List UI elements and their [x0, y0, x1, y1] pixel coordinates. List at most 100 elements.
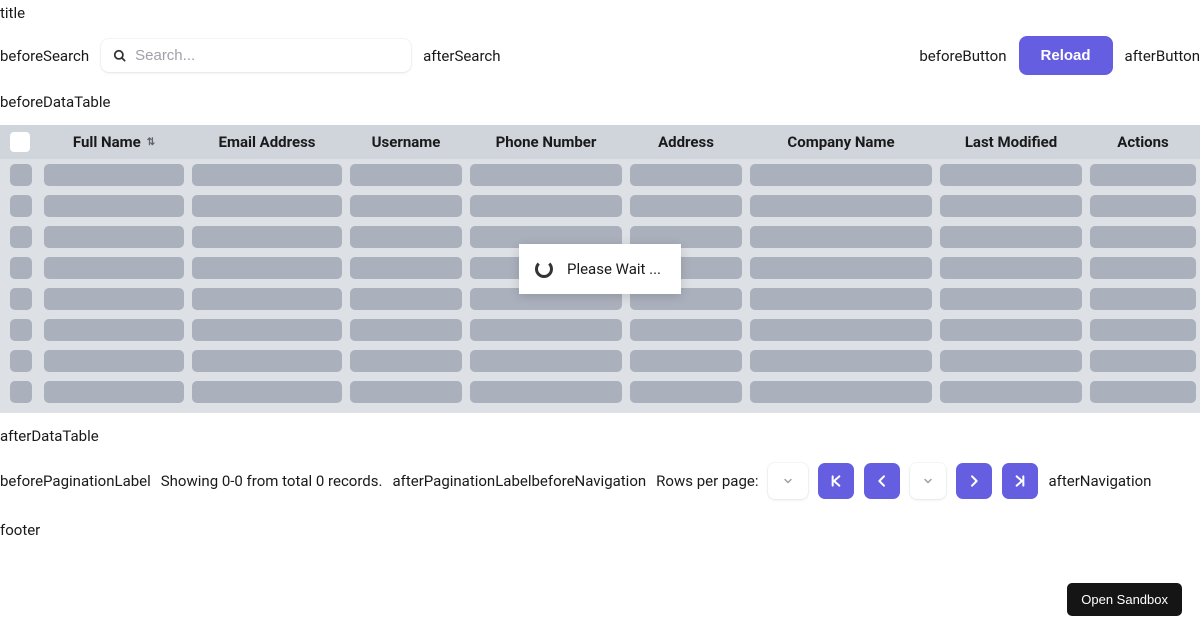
skeleton-cell — [750, 288, 932, 310]
skeleton-cell — [1090, 288, 1196, 310]
skeleton-cell — [940, 195, 1082, 217]
first-page-icon — [828, 473, 844, 489]
pagination-row: beforePaginationLabel Showing 0-0 from t… — [0, 463, 1200, 499]
row-checkbox-skeleton — [10, 288, 32, 310]
skeleton-cell — [350, 195, 462, 217]
skeleton-cell — [350, 226, 462, 248]
skeleton-cell — [44, 195, 184, 217]
pagination-summary: Showing 0-0 from total 0 records. — [161, 472, 383, 490]
select-all-checkbox[interactable] — [9, 131, 31, 153]
data-table: Full Name ⇅ Email Address Username Phone Num… — [0, 125, 1200, 413]
slot-before-pagination-label: beforePaginationLabel — [0, 472, 151, 490]
skeleton-cell — [350, 350, 462, 372]
table-row — [0, 376, 1200, 407]
next-page-button[interactable] — [956, 463, 992, 499]
skeleton-cell — [630, 195, 742, 217]
row-checkbox-skeleton — [10, 319, 32, 341]
column-header: Company Name — [746, 133, 936, 151]
table-row — [0, 159, 1200, 190]
loading-text: Please Wait ... — [567, 260, 661, 278]
row-checkbox-skeleton — [10, 226, 32, 248]
skeleton-cell — [940, 288, 1082, 310]
column-header-label: Actions — [1117, 133, 1169, 151]
column-header: Last Modified — [936, 133, 1086, 151]
skeleton-cell — [44, 319, 184, 341]
rows-per-page-select[interactable] — [768, 463, 808, 499]
first-page-button[interactable] — [818, 463, 854, 499]
slot-after-data-table: afterDataTable — [0, 427, 1200, 445]
column-header-label: Email Address — [219, 133, 316, 151]
skeleton-cell — [44, 381, 184, 403]
skeleton-cell — [470, 319, 622, 341]
skeleton-cell — [470, 350, 622, 372]
search-box[interactable] — [101, 39, 411, 72]
column-header-label: Full Name — [73, 133, 141, 151]
skeleton-cell — [750, 195, 932, 217]
column-header: Phone Number — [466, 133, 626, 151]
toolbar-row: beforeSearch afterSearch beforeButton Re… — [0, 36, 1200, 75]
skeleton-cell — [192, 164, 342, 186]
table-row — [0, 190, 1200, 221]
slot-after-button: afterButton — [1125, 47, 1200, 65]
rows-per-page-label: Rows per page: — [656, 472, 758, 490]
row-checkbox-skeleton — [10, 257, 32, 279]
skeleton-cell — [940, 350, 1082, 372]
search-icon — [113, 49, 127, 63]
column-header-label: Phone Number — [496, 133, 597, 151]
column-header: Email Address — [188, 133, 346, 151]
skeleton-cell — [44, 164, 184, 186]
skeleton-cell — [630, 350, 742, 372]
skeleton-cell — [192, 350, 342, 372]
reload-button[interactable]: Reload — [1019, 36, 1113, 75]
skeleton-cell — [44, 350, 184, 372]
skeleton-cell — [350, 164, 462, 186]
column-header-label: Company Name — [787, 133, 894, 151]
open-sandbox-button[interactable]: Open Sandbox — [1067, 583, 1182, 616]
slot-after-navigation: afterNavigation — [1048, 472, 1151, 490]
loading-overlay: Please Wait ... — [519, 244, 681, 294]
row-checkbox-skeleton — [10, 350, 32, 372]
chevron-down-icon — [782, 475, 794, 487]
skeleton-cell — [1090, 257, 1196, 279]
skeleton-cell — [470, 195, 622, 217]
row-checkbox-skeleton — [10, 164, 32, 186]
slot-title: title — [0, 4, 1200, 22]
slot-before-data-table: beforeDataTable — [0, 93, 1200, 111]
row-checkbox-skeleton — [10, 195, 32, 217]
slot-before-search: beforeSearch — [0, 47, 89, 65]
skeleton-cell — [470, 381, 622, 403]
skeleton-cell — [940, 381, 1082, 403]
skeleton-cell — [750, 350, 932, 372]
skeleton-cell — [192, 381, 342, 403]
skeleton-cell — [44, 288, 184, 310]
page-select[interactable] — [910, 463, 946, 499]
skeleton-cell — [350, 319, 462, 341]
sort-icon: ⇅ — [147, 137, 155, 148]
skeleton-cell — [750, 319, 932, 341]
skeleton-cell — [630, 381, 742, 403]
skeleton-cell — [350, 288, 462, 310]
slot-before-navigation: beforeNavigation — [531, 472, 646, 490]
column-header: Address — [626, 133, 746, 151]
column-header-label: Username — [372, 133, 441, 151]
skeleton-cell — [192, 257, 342, 279]
skeleton-cell — [192, 288, 342, 310]
skeleton-cell — [350, 381, 462, 403]
prev-page-button[interactable] — [864, 463, 900, 499]
skeleton-cell — [1090, 226, 1196, 248]
last-page-icon — [1012, 473, 1028, 489]
last-page-button[interactable] — [1002, 463, 1038, 499]
table-header-row: Full Name ⇅ Email Address Username Phone Num… — [0, 125, 1200, 159]
search-input[interactable] — [135, 47, 399, 64]
slot-after-search: afterSearch — [423, 47, 500, 65]
skeleton-cell — [750, 226, 932, 248]
column-header-label: Last Modified — [965, 133, 1057, 151]
chevron-left-icon — [874, 473, 890, 489]
column-header[interactable]: Full Name ⇅ — [40, 133, 188, 151]
skeleton-cell — [192, 319, 342, 341]
skeleton-cell — [940, 257, 1082, 279]
skeleton-cell — [630, 164, 742, 186]
skeleton-cell — [44, 257, 184, 279]
skeleton-cell — [1090, 350, 1196, 372]
skeleton-cell — [630, 319, 742, 341]
